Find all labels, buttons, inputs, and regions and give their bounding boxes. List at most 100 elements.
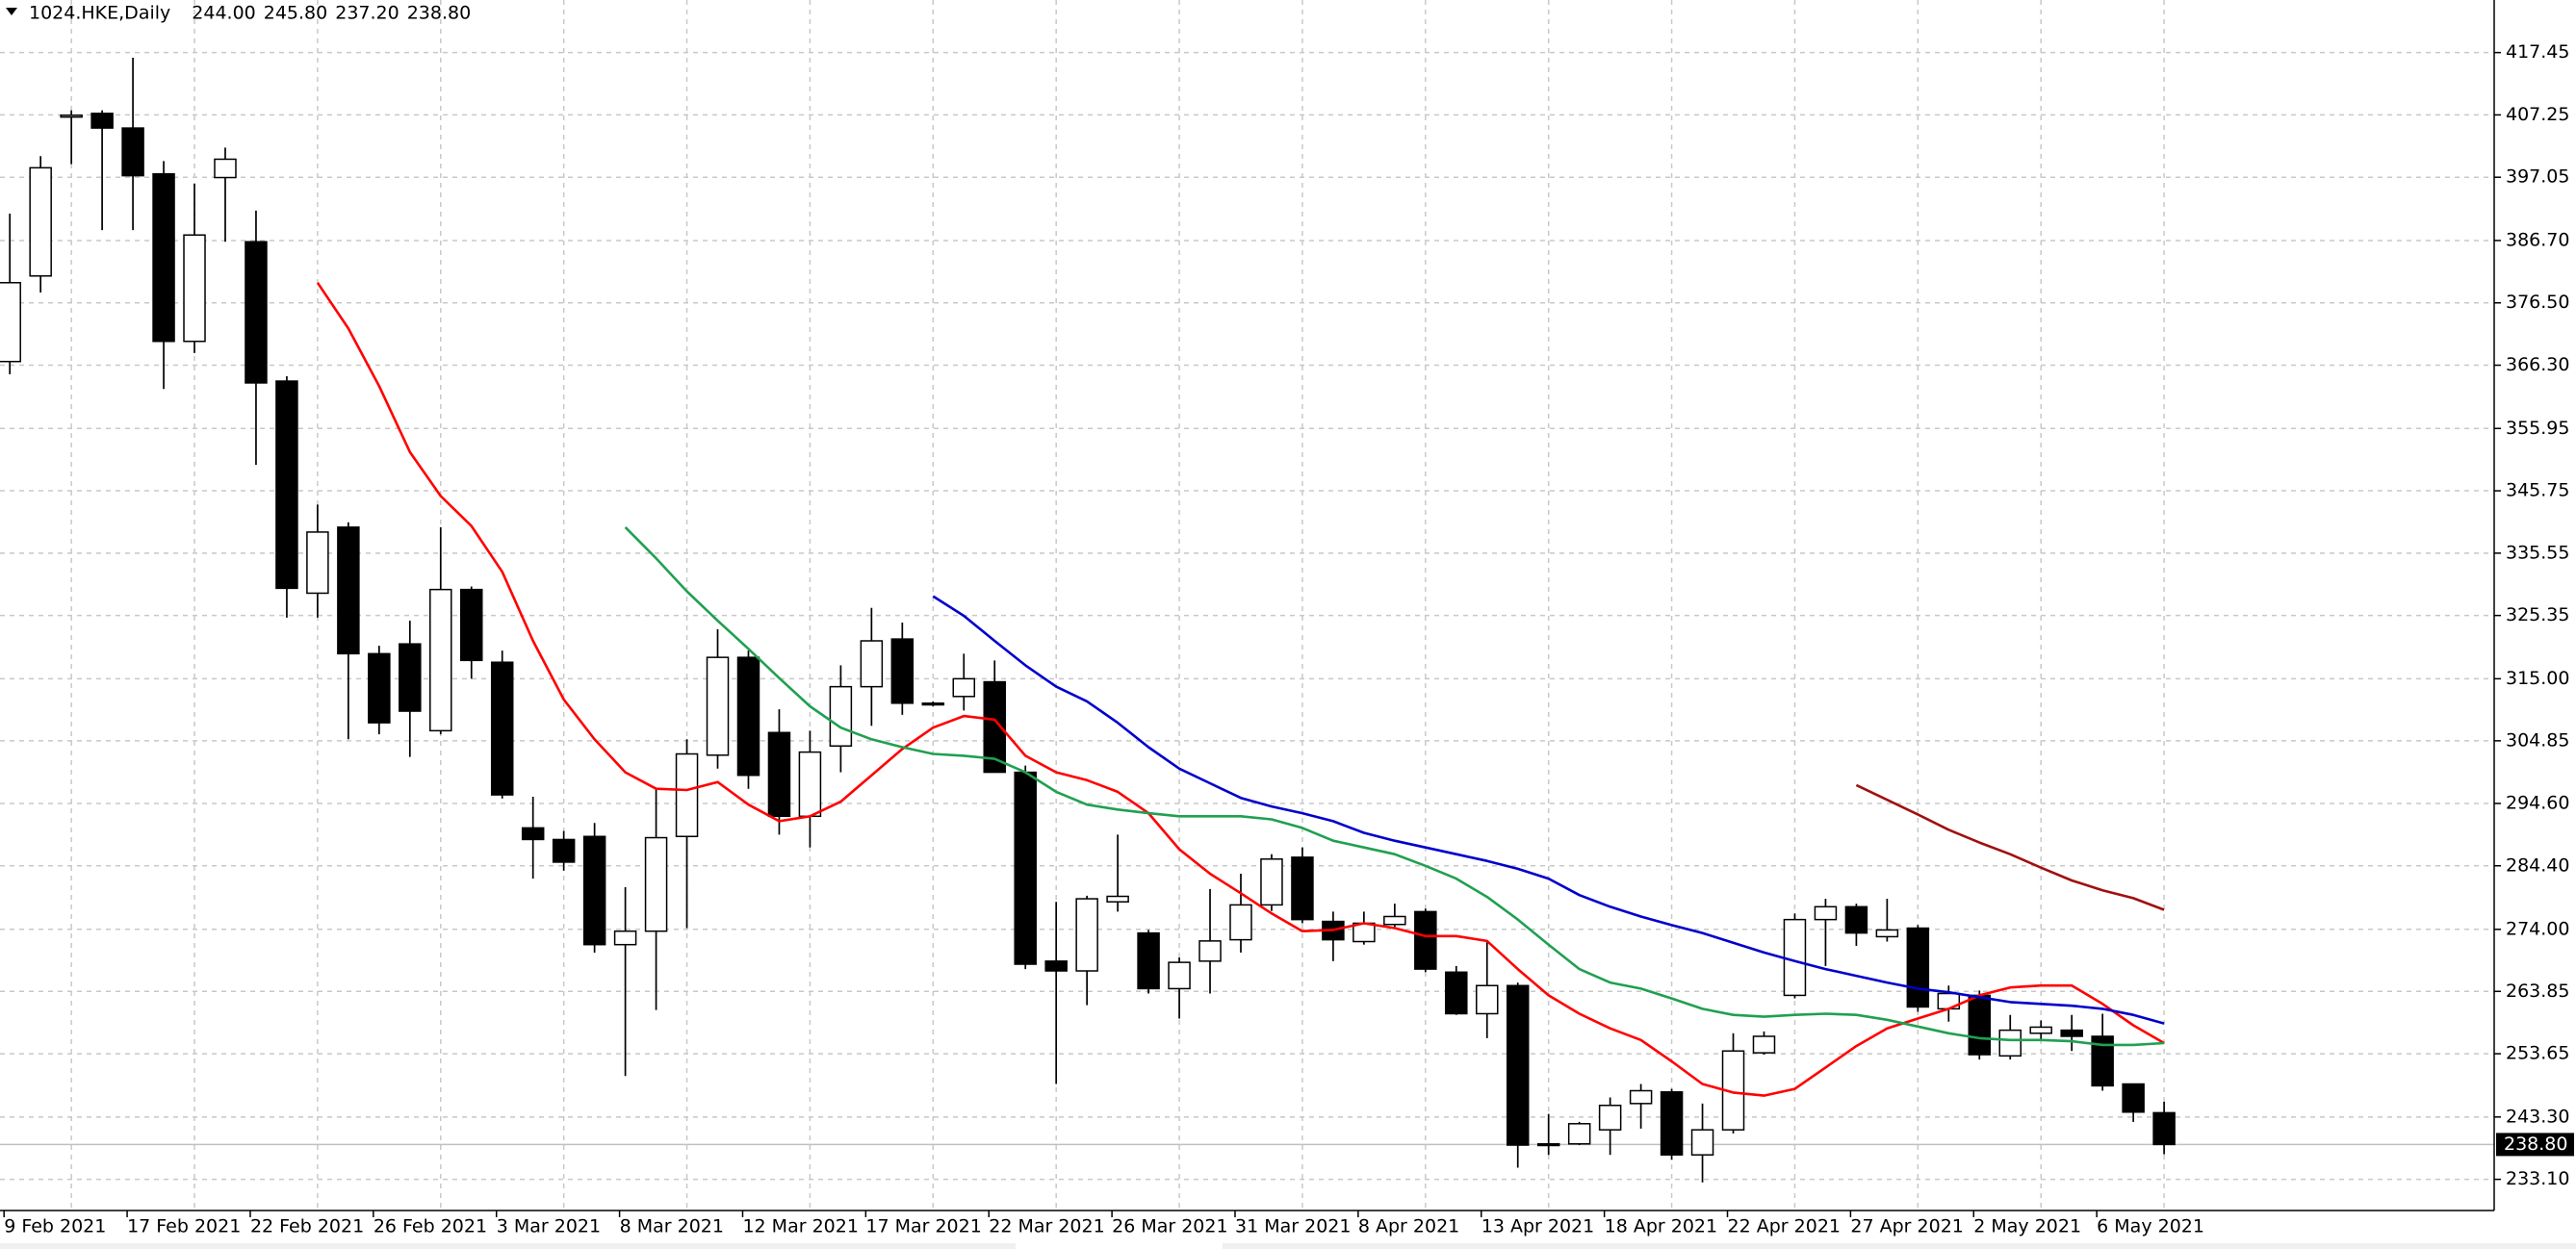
header-value: 238.80 [407, 3, 471, 24]
candle-body [1168, 961, 1191, 990]
candle-body [1567, 1123, 1591, 1145]
x-tick-label: 13 Apr 2021 [1481, 1216, 1594, 1237]
candle-body [860, 640, 884, 688]
candle-body [1814, 905, 1838, 921]
y-tick-label: 397.05 [2506, 166, 2569, 188]
candle-body [368, 652, 391, 724]
candle-body [983, 680, 1006, 774]
menu-triangle[interactable] [6, 8, 17, 15]
candle-body [582, 835, 606, 946]
grid [0, 0, 2494, 1211]
x-tick-label: 9 Feb 2021 [4, 1216, 106, 1237]
y-tick-label: 274.00 [2506, 918, 2569, 939]
candle-body [1629, 1089, 1653, 1105]
y-tick-label: 335.55 [2506, 542, 2569, 563]
y-tick-label: 304.85 [2506, 729, 2569, 751]
y-tick-label: 233.10 [2506, 1168, 2569, 1189]
candle-body [1476, 984, 1499, 1015]
y-tick-label: 294.60 [2506, 792, 2569, 813]
candle-body [890, 638, 914, 704]
candle-body [1844, 905, 1868, 934]
candle-body [275, 380, 298, 590]
y-tick-label: 417.45 [2506, 41, 2569, 63]
y-tick-label: 366.30 [2506, 354, 2569, 375]
candle-body [60, 114, 83, 118]
x-tick-label: 17 Feb 2021 [127, 1216, 241, 1237]
candle-body [552, 838, 576, 863]
candle-body [245, 241, 268, 384]
moving-average-line [1855, 783, 2165, 911]
candle-body [1445, 971, 1468, 1015]
moving-average-line [932, 595, 2165, 1025]
y-tick-label: 325.35 [2506, 604, 2569, 625]
header-value: 244.00 [192, 3, 255, 24]
last-price-box [2496, 1133, 2574, 1157]
candle-body [1414, 910, 1437, 970]
candle-body [490, 661, 514, 796]
chart-title: 1024.HKE,Daily [29, 3, 170, 24]
candle-body [1998, 1029, 2022, 1058]
candle-body [1044, 960, 1068, 972]
candle-body [2152, 1111, 2176, 1146]
candle-body [29, 166, 52, 277]
y-tick-label: 243.30 [2506, 1106, 2569, 1127]
y-tick-label: 355.95 [2506, 418, 2569, 439]
x-tick-label: 22 Feb 2021 [250, 1216, 364, 1237]
y-tick-label: 345.75 [2506, 480, 2569, 501]
candle-body [1968, 994, 1992, 1056]
candle-body [460, 588, 483, 662]
x-tick-label: 2 May 2021 [1973, 1216, 2081, 1237]
candle-body [337, 526, 360, 655]
candle-body [952, 677, 976, 698]
x-tick-label: 8 Mar 2021 [620, 1216, 724, 1237]
candle-body [1536, 1143, 1560, 1147]
candle-body [675, 752, 699, 838]
y-tick-label: 386.70 [2506, 229, 2569, 250]
candle-body [121, 127, 144, 177]
candle-body [306, 531, 329, 595]
candle-body [1783, 918, 1807, 997]
y-tick-label: 263.85 [2506, 981, 2569, 1002]
y-tick-label: 284.40 [2506, 854, 2569, 876]
candle-body [1137, 931, 1160, 990]
x-tick-label: 8 Apr 2021 [1358, 1216, 1459, 1237]
candle-body [767, 731, 791, 818]
candle-body [798, 751, 822, 818]
candle-body [152, 172, 175, 343]
candle-body [2029, 1026, 2052, 1034]
candle-body [1014, 771, 1037, 965]
scroll-strip [1223, 1243, 2576, 1249]
candle-body [1906, 927, 1930, 1008]
x-tick-label: 17 Mar 2021 [865, 1216, 981, 1237]
x-tick-label: 31 Mar 2021 [1235, 1216, 1351, 1237]
candle-body [0, 282, 21, 363]
candle-body [399, 643, 422, 712]
candle-body [90, 113, 114, 129]
candle-body [1598, 1104, 1622, 1131]
moving-average-line [624, 525, 2165, 1047]
x-tick-label: 6 May 2021 [2097, 1216, 2204, 1237]
x-tick-label: 18 Apr 2021 [1605, 1216, 1717, 1237]
x-tick-label: 12 Mar 2021 [742, 1216, 858, 1237]
candle-body [1198, 940, 1222, 962]
candle-body [706, 656, 730, 756]
scroll-strip [0, 1243, 1016, 1249]
x-tick-label: 3 Mar 2021 [497, 1216, 601, 1237]
candle-body [1383, 915, 1406, 926]
candle-body [736, 656, 760, 777]
x-tick-label: 26 Feb 2021 [374, 1216, 487, 1237]
candle-body [2122, 1083, 2145, 1113]
candle-body [183, 234, 206, 343]
candle-body [1875, 929, 1899, 938]
y-tick-label: 253.65 [2506, 1043, 2569, 1064]
candle-body [921, 702, 945, 706]
y-tick-label: 376.50 [2506, 292, 2569, 313]
candle-body [1229, 904, 1252, 941]
x-tick-label: 27 Apr 2021 [1850, 1216, 1963, 1237]
y-tick-label: 407.25 [2506, 104, 2569, 125]
y-tick-label: 315.00 [2506, 668, 2569, 689]
x-tick-label: 22 Mar 2021 [989, 1216, 1104, 1237]
candle-body [1106, 895, 1129, 903]
